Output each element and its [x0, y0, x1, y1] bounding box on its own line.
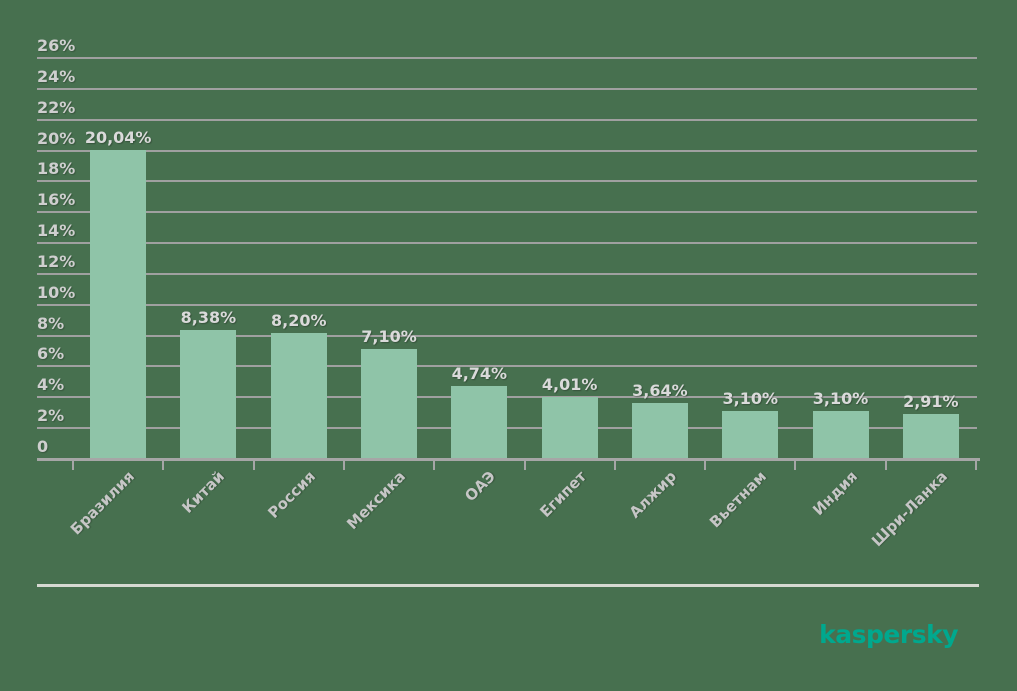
bar-value-label: 2,91% — [903, 392, 959, 412]
kaspersky-logo: kaspersky — [819, 620, 958, 649]
axis-tick — [162, 459, 165, 470]
bar-value-label: 4,74% — [451, 363, 508, 383]
axis-tick — [523, 459, 526, 470]
gridline — [37, 334, 977, 337]
y-axis-tick-label: 26% — [37, 36, 76, 55]
axis-tick — [613, 459, 616, 470]
footer-divider — [37, 584, 979, 587]
gridline — [37, 272, 977, 275]
bar-value-label: 3,10% — [812, 389, 869, 409]
y-axis-tick-label: 6% — [37, 344, 65, 364]
bar — [361, 349, 418, 459]
axis-tick — [342, 459, 345, 470]
bar-value-label: 3,64% — [632, 380, 688, 400]
bar-value-label: 8,38% — [180, 307, 237, 327]
bar — [812, 411, 869, 459]
bar-value-label: 20,04% — [84, 127, 152, 147]
bar — [270, 332, 327, 459]
bar — [451, 385, 508, 459]
axis-tick — [884, 459, 887, 470]
gridline — [37, 87, 977, 90]
gridline — [37, 211, 977, 214]
y-axis-tick-label: 16% — [37, 190, 76, 210]
bar — [180, 329, 237, 459]
y-axis-tick-label: 10% — [37, 282, 76, 302]
gridline — [37, 57, 977, 59]
gridline — [37, 180, 977, 183]
axis-tick — [704, 459, 707, 470]
bar — [722, 411, 779, 459]
y-axis-tick-label: 2% — [37, 406, 65, 426]
y-axis-tick-label: 4% — [37, 375, 65, 395]
y-axis-tick-label: 20% — [37, 128, 76, 148]
bar-value-label: 3,10% — [722, 389, 778, 409]
y-axis-tick-label: 24% — [37, 66, 76, 86]
bar-value-label: 8,20% — [270, 310, 327, 330]
y-axis-tick-label: 22% — [37, 97, 76, 117]
x-axis-line — [37, 457, 980, 461]
bar — [90, 149, 147, 459]
gridline — [37, 242, 977, 245]
axis-tick — [252, 459, 255, 470]
axis-tick — [433, 459, 436, 470]
y-axis-tick-label: 18% — [37, 159, 76, 179]
bar — [631, 402, 688, 459]
y-axis-tick-label: 0 — [37, 437, 49, 456]
y-axis-tick-label: 8% — [37, 313, 65, 333]
axis-tick — [794, 459, 797, 470]
gridline — [37, 149, 977, 152]
bar-value-label: 7,10% — [361, 327, 417, 347]
bar — [541, 397, 598, 459]
axis-tick — [72, 459, 74, 470]
y-axis-tick-label: 14% — [37, 221, 76, 241]
bar — [902, 414, 959, 459]
gridline — [37, 365, 977, 368]
y-axis-tick-label: 12% — [37, 251, 76, 271]
axis-tick — [975, 459, 977, 470]
gridline — [37, 118, 977, 121]
bar-value-label: 4,01% — [541, 375, 598, 395]
gridline — [37, 303, 977, 306]
